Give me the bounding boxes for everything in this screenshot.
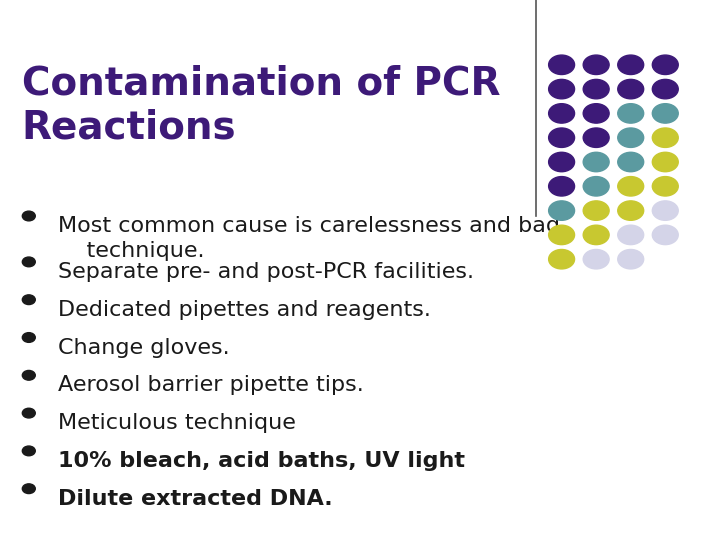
Circle shape (549, 249, 575, 269)
Circle shape (583, 152, 609, 172)
Circle shape (583, 128, 609, 147)
Circle shape (583, 177, 609, 196)
Circle shape (22, 370, 35, 380)
Text: Meticulous technique: Meticulous technique (58, 413, 295, 433)
Text: Most common cause is carelessness and bad
    technique.: Most common cause is carelessness and ba… (58, 216, 559, 261)
Circle shape (22, 211, 35, 221)
Circle shape (652, 128, 678, 147)
Circle shape (583, 104, 609, 123)
Circle shape (618, 177, 644, 196)
Circle shape (549, 79, 575, 99)
Circle shape (618, 128, 644, 147)
Text: Change gloves.: Change gloves. (58, 338, 229, 357)
Circle shape (618, 104, 644, 123)
Circle shape (549, 128, 575, 147)
Circle shape (652, 79, 678, 99)
Circle shape (22, 333, 35, 342)
Circle shape (652, 152, 678, 172)
Circle shape (583, 249, 609, 269)
Circle shape (583, 201, 609, 220)
Circle shape (583, 55, 609, 75)
Text: Separate pre- and post-PCR facilities.: Separate pre- and post-PCR facilities. (58, 262, 474, 282)
Circle shape (618, 152, 644, 172)
Text: 10% bleach, acid baths, UV light: 10% bleach, acid baths, UV light (58, 451, 464, 471)
Circle shape (618, 225, 644, 245)
Text: Contamination of PCR
Reactions: Contamination of PCR Reactions (22, 65, 500, 147)
Circle shape (652, 177, 678, 196)
Circle shape (583, 225, 609, 245)
Circle shape (549, 152, 575, 172)
Text: Aerosol barrier pipette tips.: Aerosol barrier pipette tips. (58, 375, 364, 395)
Circle shape (549, 104, 575, 123)
Circle shape (549, 177, 575, 196)
Circle shape (549, 225, 575, 245)
Circle shape (22, 408, 35, 418)
Circle shape (22, 484, 35, 494)
Circle shape (652, 225, 678, 245)
Circle shape (618, 249, 644, 269)
Circle shape (652, 104, 678, 123)
Circle shape (22, 295, 35, 305)
Text: Dedicated pipettes and reagents.: Dedicated pipettes and reagents. (58, 300, 431, 320)
Text: Dilute extracted DNA.: Dilute extracted DNA. (58, 489, 332, 509)
Circle shape (22, 257, 35, 267)
Circle shape (652, 201, 678, 220)
Circle shape (583, 79, 609, 99)
Circle shape (618, 201, 644, 220)
Circle shape (652, 55, 678, 75)
Circle shape (618, 79, 644, 99)
Circle shape (618, 55, 644, 75)
Circle shape (22, 446, 35, 456)
Circle shape (549, 55, 575, 75)
Circle shape (549, 201, 575, 220)
